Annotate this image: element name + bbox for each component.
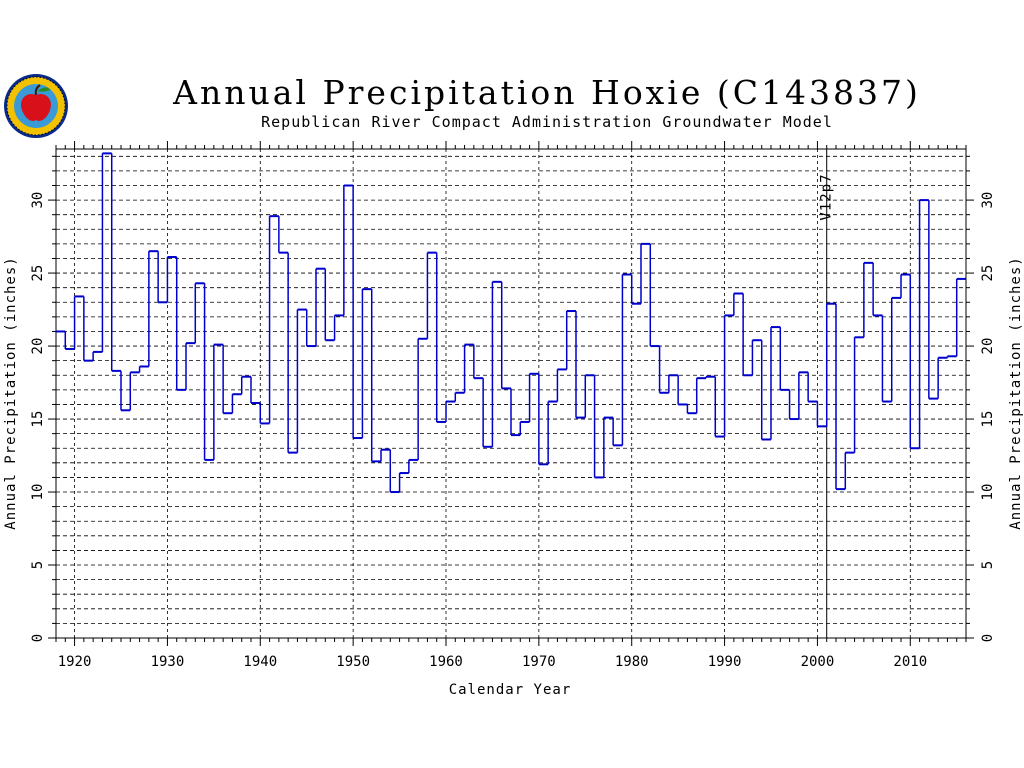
axes [48,141,974,646]
logo-seal [4,74,68,138]
y-axis-label-left: Annual Precipitation (inches) [3,256,19,529]
y-tick-label-right: 10 [980,484,996,501]
y-tick-label-left: 30 [30,192,46,209]
x-tick-label: 1920 [58,654,92,670]
series-layer [56,152,966,494]
y-tick-label-left: 25 [30,265,46,282]
y-tick-label-left: 5 [30,561,46,569]
x-tick-label: 1980 [615,654,649,670]
chart-title: Annual Precipitation Hoxie (C143837) [173,73,921,112]
chart-subtitle: Republican River Compact Administration … [261,113,833,131]
x-tick-label: 1940 [243,654,277,670]
version-annotation: V12p7 [819,173,835,220]
y-tick-label-left: 10 [30,484,46,501]
x-tick-label: 1960 [429,654,463,670]
y-tick-label-right: 0 [980,634,996,642]
x-tick-label: 1970 [522,654,556,670]
y-tick-label-right: 20 [980,338,996,355]
y-tick-label-right: 15 [980,411,996,428]
y-tick-label-left: 20 [30,338,46,355]
labels: Calendar Year Annual Precipitation (inch… [3,173,1024,698]
y-tick-label-right: 30 [980,192,996,209]
y-tick-label-right: 5 [980,561,996,569]
x-tick-label: 2000 [801,654,835,670]
x-tick-label: 1930 [151,654,185,670]
y-tick-label-left: 15 [30,411,46,428]
y-tick-label-right: 25 [980,265,996,282]
y-tick-label-left: 0 [30,634,46,642]
x-axis-label: Calendar Year [449,682,572,698]
x-tick-label: 2010 [893,654,927,670]
x-tick-label: 1950 [336,654,370,670]
x-tick-label: 1990 [708,654,742,670]
y-axis-label-right: Annual Precipitation (inches) [1008,256,1024,529]
